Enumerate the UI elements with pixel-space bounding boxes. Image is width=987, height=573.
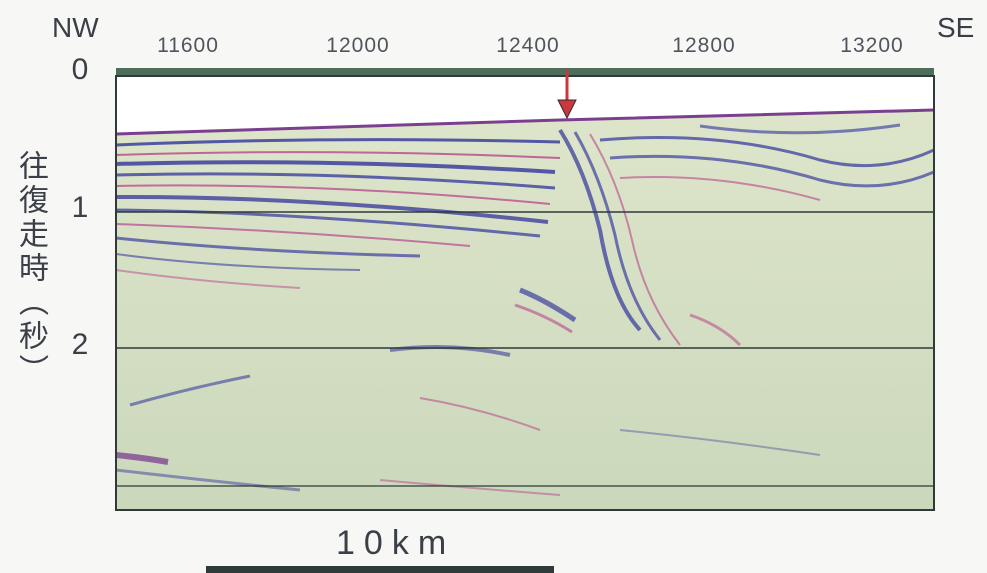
reflector — [116, 269, 301, 289]
scale-bar-label: 10km — [336, 524, 456, 562]
reflector — [116, 172, 556, 190]
reflector — [599, 136, 934, 168]
reflector — [116, 468, 301, 492]
reflector — [116, 253, 361, 271]
reflector-layers — [116, 108, 934, 496]
se-direction-label: SE — [937, 12, 975, 43]
y-tick-label: 1 — [71, 191, 89, 224]
fold-reflector — [514, 303, 573, 334]
reflector — [619, 175, 821, 201]
fold-reflector — [589, 133, 681, 346]
seafloor-reflector — [116, 108, 934, 136]
reflector — [116, 236, 421, 258]
x-tick-label: 11600 — [157, 34, 219, 57]
nw-direction-label: NW — [52, 12, 99, 43]
reflector — [609, 154, 934, 188]
x-tick-label: 12800 — [672, 34, 736, 57]
reflector — [116, 452, 169, 465]
x-tick-label: 13200 — [840, 34, 904, 57]
fold-reflector — [558, 128, 642, 332]
top-axis-bar — [116, 68, 934, 77]
reflector — [116, 151, 561, 159]
fold-reflector — [573, 131, 662, 341]
section-frame — [115, 75, 935, 511]
water-column — [116, 76, 934, 134]
reflector — [116, 160, 556, 174]
reflector — [129, 374, 251, 407]
y-tick-label: 0 — [71, 53, 89, 86]
reflector — [379, 479, 561, 496]
reflector — [619, 429, 821, 456]
y-axis-title: 往復走時（秒） — [13, 150, 48, 388]
y-tick-label: 2 — [71, 328, 89, 361]
reflector — [116, 138, 561, 147]
reflector — [116, 194, 549, 224]
fold-reflector — [519, 287, 577, 323]
reflector — [689, 313, 742, 347]
reflector — [116, 208, 541, 238]
reflector — [419, 397, 541, 431]
location-arrow-icon — [557, 70, 577, 120]
x-tick-label: 12400 — [496, 34, 560, 57]
scale-bar — [206, 566, 554, 573]
x-tick-label: 12000 — [326, 34, 390, 57]
reflector — [116, 184, 551, 205]
reflector — [699, 123, 901, 135]
reflector — [116, 223, 471, 247]
